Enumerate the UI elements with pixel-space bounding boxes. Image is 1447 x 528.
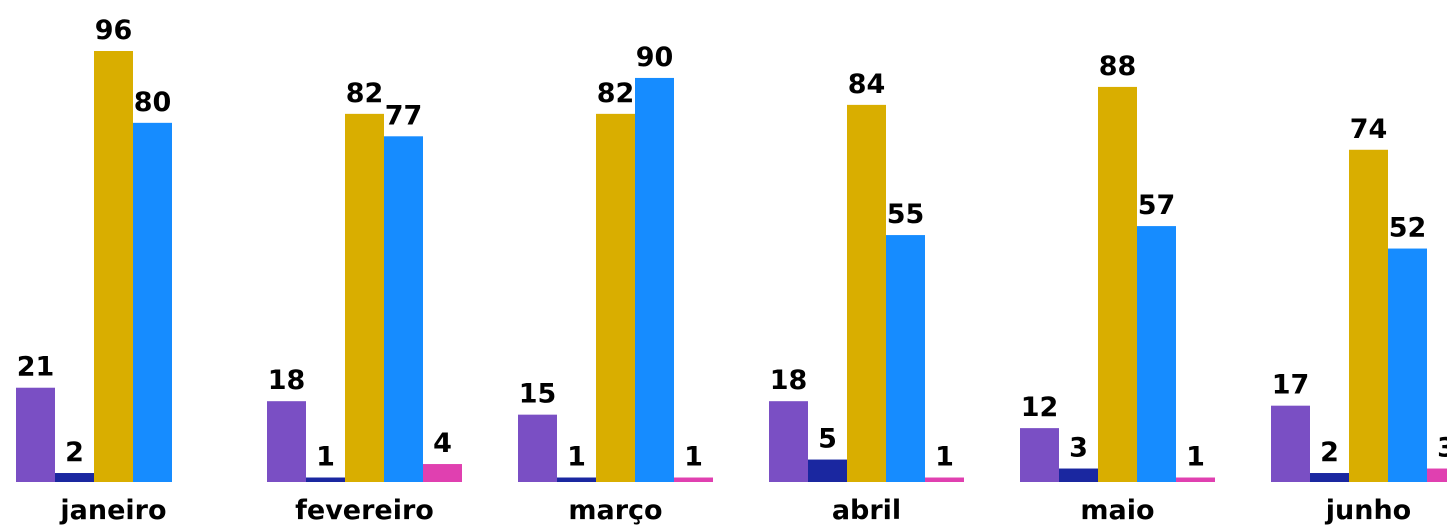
value-label-janeiro-s4: 80: [134, 87, 172, 118]
value-label-março-s2: 1: [567, 442, 586, 473]
bar-junho-s2: [1310, 473, 1349, 482]
bar-janeiro-s1: [16, 387, 55, 482]
value-label-fevereiro-s3: 82: [346, 78, 384, 109]
value-label-fevereiro-s2: 1: [316, 442, 335, 473]
bar-janeiro-s3: [94, 51, 133, 482]
bar-março-s2: [557, 477, 596, 482]
bar-maio-s2: [1059, 468, 1098, 482]
value-label-março-s5: 1: [684, 442, 703, 473]
value-label-janeiro-s3: 96: [95, 15, 133, 46]
bar-fevereiro-s5: [423, 464, 462, 482]
value-label-março-s3: 82: [597, 78, 635, 109]
bar-fevereiro-s4: [384, 136, 423, 483]
value-label-janeiro-s1: 21: [17, 352, 55, 383]
bar-fevereiro-s2: [306, 477, 345, 482]
bar-maio-s4: [1137, 226, 1176, 482]
value-label-abril-s1: 18: [770, 365, 808, 396]
bar-maio-s5: [1176, 477, 1215, 482]
bar-janeiro-s4: [133, 122, 172, 482]
bar-fevereiro-s3: [345, 113, 384, 483]
bar-fevereiro-s1: [267, 401, 306, 482]
value-label-maio-s3: 88: [1099, 51, 1137, 82]
bar-junho-s5: [1427, 468, 1447, 482]
bar-março-s4: [635, 77, 674, 482]
category-label-abril: abril: [832, 495, 901, 526]
bar-junho-s3: [1349, 149, 1388, 483]
category-labels-group: janeiro fevereiro março abril maio junho: [59, 495, 1411, 526]
category-label-maio: maio: [1080, 495, 1154, 526]
value-label-abril-s5: 1: [935, 442, 954, 473]
category-label-fevereiro: fevereiro: [295, 495, 434, 526]
bar-janeiro-s2: [55, 473, 94, 482]
bar-março-s5: [674, 477, 713, 482]
value-label-fevereiro-s1: 18: [268, 365, 306, 396]
value-label-maio-s4: 57: [1138, 190, 1176, 221]
value-label-junho-s3: 74: [1350, 114, 1388, 145]
value-label-maio-s1: 12: [1021, 392, 1059, 423]
value-label-março-s4: 90: [636, 42, 674, 73]
value-label-maio-s5: 1: [1186, 442, 1205, 473]
value-label-junho-s5: 3: [1437, 433, 1447, 464]
category-label-janeiro: janeiro: [59, 495, 166, 526]
bar-abril-s3: [847, 104, 886, 482]
value-label-fevereiro-s5: 4: [433, 428, 452, 459]
value-label-abril-s4: 55: [887, 199, 925, 230]
value-label-junho-s2: 2: [1320, 437, 1339, 468]
bar-abril-s2: [808, 459, 847, 482]
bar-março-s1: [518, 414, 557, 482]
bar-junho-s1: [1271, 405, 1310, 482]
value-label-janeiro-s2: 2: [65, 437, 84, 468]
value-label-fevereiro-s4: 77: [385, 100, 423, 131]
bar-maio-s1: [1020, 428, 1059, 482]
bar-junho-s4: [1388, 248, 1427, 482]
bar-abril-s4: [886, 235, 925, 482]
value-labels-group: 2129680181827741518290118584551123885711…: [17, 15, 1447, 473]
value-label-março-s1: 15: [519, 379, 557, 410]
bar-março-s3: [596, 113, 635, 483]
bar-maio-s3: [1098, 86, 1137, 483]
value-label-abril-s2: 5: [818, 424, 837, 455]
category-label-março: março: [568, 495, 662, 526]
bar-abril-s5: [925, 477, 964, 482]
bars-group: [16, 51, 1447, 483]
value-label-abril-s3: 84: [848, 69, 886, 100]
value-label-junho-s4: 52: [1389, 213, 1427, 244]
value-label-maio-s2: 3: [1069, 433, 1088, 464]
category-label-junho: junho: [1325, 495, 1411, 526]
bar-abril-s1: [769, 401, 808, 482]
value-label-junho-s1: 17: [1272, 370, 1310, 401]
